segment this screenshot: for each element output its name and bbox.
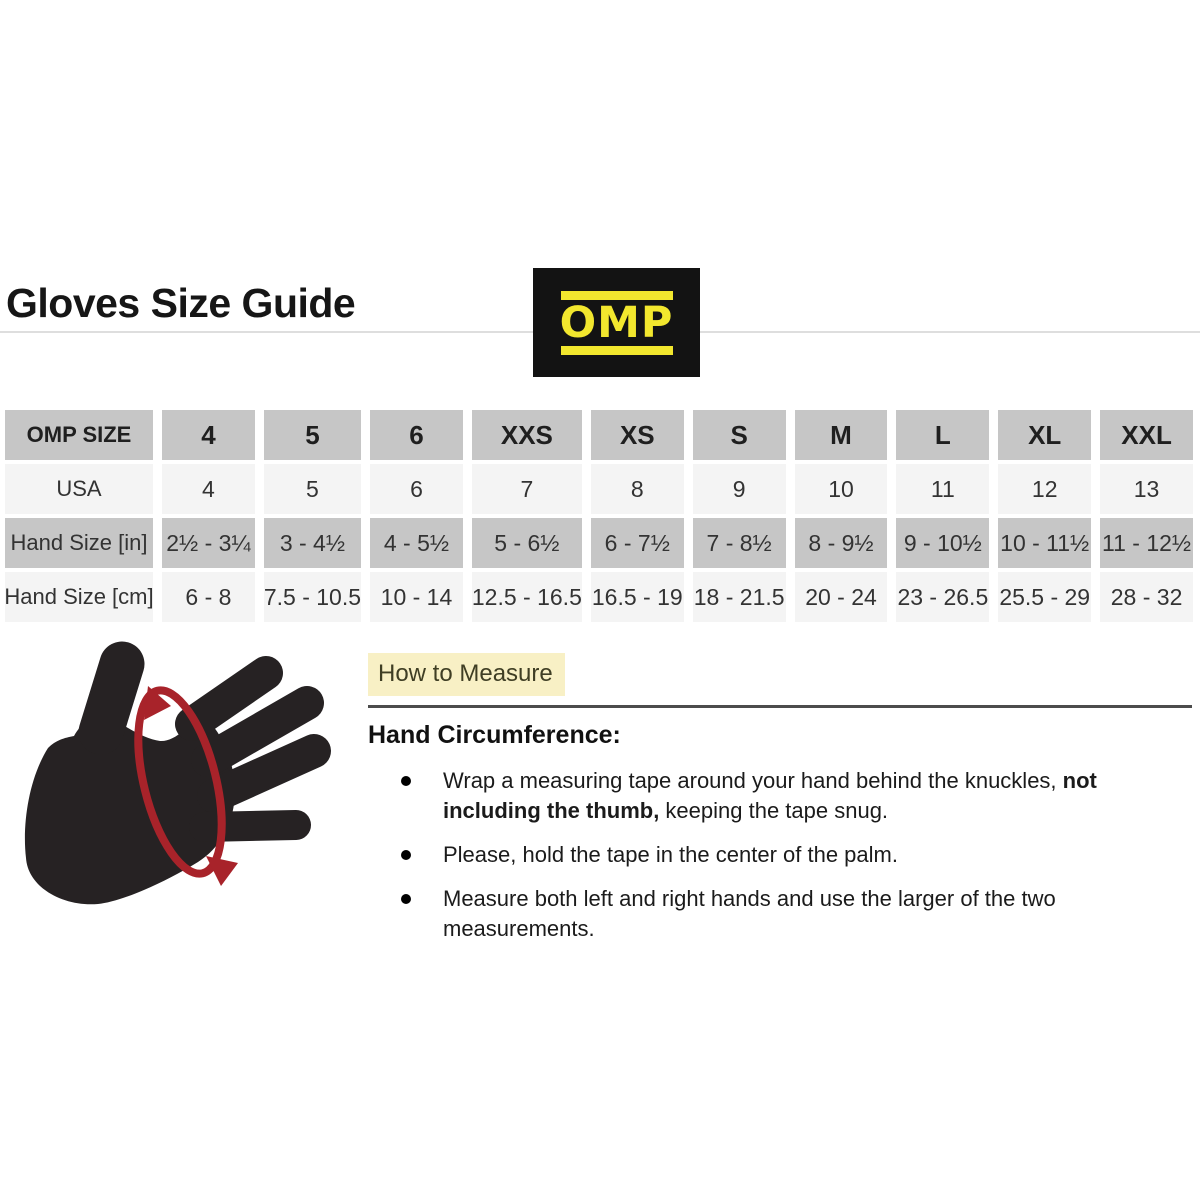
size-col-header: XXL [1100, 410, 1193, 460]
instruction-text: Please, hold the tape in the center of t… [443, 842, 898, 867]
page-title: Gloves Size Guide [6, 280, 356, 326]
measure-instructions: Wrap a measuring tape around your hand b… [368, 766, 1192, 944]
size-cell: 16.5 - 19 [590, 572, 684, 622]
size-col-header: S [692, 410, 786, 460]
size-cell: 10 - 14 [370, 572, 463, 622]
bullet-dot-icon [401, 894, 411, 904]
size-col-header: XL [998, 410, 1092, 460]
size-col-header: XXS [471, 410, 582, 460]
how-to-measure-section: How to Measure Hand Circumference: Wrap … [368, 645, 1192, 958]
size-cell: 7 - 8½ [692, 518, 786, 568]
omp-logo: OMP [533, 268, 700, 377]
size-cell: 9 [692, 464, 786, 514]
size-cell: 7 [471, 464, 582, 514]
logo-bar-top-icon [560, 290, 673, 300]
size-col-header: L [896, 410, 990, 460]
size-col-header: 6 [370, 410, 463, 460]
bullet-dot-icon [401, 776, 411, 786]
bullet-dot-icon [401, 850, 411, 860]
hand-circumference-heading: Hand Circumference: [368, 721, 621, 749]
size-cell: 25.5 - 29 [998, 572, 1092, 622]
size-cell: 10 [794, 464, 888, 514]
size-cell: 20 - 24 [794, 572, 888, 622]
size-cell: 7.5 - 10.5 [263, 572, 362, 622]
size-cell: 8 - 9½ [794, 518, 888, 568]
size-cell: 5 [263, 464, 362, 514]
size-cell: 18 - 21.5 [692, 572, 786, 622]
size-cell: 4 [162, 464, 255, 514]
size-cell: 6 [370, 464, 463, 514]
size-col-header: 4 [162, 410, 255, 460]
size-cell: 11 [896, 464, 990, 514]
instruction-text-bold: not including the thumb, [443, 768, 1097, 823]
size-table: OMP SIZE 4 5 6 XXS XS S M L XL XXL USA 4… [4, 410, 1193, 622]
logo-bar-bottom-icon [560, 345, 673, 355]
size-row-label: USA [5, 464, 153, 514]
section-divider [368, 705, 1192, 708]
size-cell: 4 - 5½ [370, 518, 463, 568]
size-row-label: Hand Size [in] [5, 518, 153, 568]
size-cell: 11 - 12½ [1100, 518, 1193, 568]
instruction-item: Please, hold the tape in the center of t… [368, 840, 1188, 870]
hand-silhouette-icon [24, 641, 331, 905]
instruction-item: Wrap a measuring tape around your hand b… [368, 766, 1188, 826]
how-to-measure-label: How to Measure [368, 653, 565, 696]
size-cell: 2½ - 3¼ [162, 518, 255, 568]
size-cell: 6 - 8 [162, 572, 255, 622]
size-cell: 9 - 10½ [896, 518, 990, 568]
size-cell: 5 - 6½ [471, 518, 582, 568]
size-cell: 6 - 7½ [590, 518, 684, 568]
size-cell: 10 - 11½ [998, 518, 1092, 568]
size-row-label: Hand Size [cm] [4, 572, 154, 622]
size-cell: 3 - 4½ [263, 518, 362, 568]
size-col-header: 5 [263, 410, 362, 460]
size-cell: 12.5 - 16.5 [471, 572, 582, 622]
size-col-header: M [794, 410, 888, 460]
size-cell: 13 [1100, 464, 1193, 514]
size-cell: 23 - 26.5 [896, 572, 990, 622]
size-cell: 8 [590, 464, 684, 514]
size-cell: 28 - 32 [1100, 572, 1193, 622]
hand-measurement-figure [0, 620, 360, 920]
measuring-tape-arrow-icon [134, 686, 238, 886]
omp-logo-text: OMP [559, 297, 674, 348]
instruction-text: Wrap a measuring tape around your hand b… [443, 768, 1063, 793]
size-col-header: OMP SIZE [5, 410, 153, 460]
instruction-item: Measure both left and right hands and us… [368, 884, 1188, 944]
size-cell: 12 [998, 464, 1092, 514]
instruction-text: Measure both left and right hands and us… [443, 886, 1056, 941]
size-col-header: XS [590, 410, 684, 460]
instruction-text: keeping the tape snug. [659, 798, 889, 823]
